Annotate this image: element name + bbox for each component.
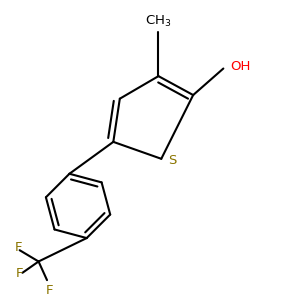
Text: OH: OH: [230, 60, 250, 73]
Text: CH$_3$: CH$_3$: [145, 14, 172, 29]
Text: F: F: [46, 284, 54, 297]
Text: S: S: [168, 154, 176, 167]
Text: F: F: [15, 241, 22, 254]
Text: F: F: [16, 267, 23, 280]
